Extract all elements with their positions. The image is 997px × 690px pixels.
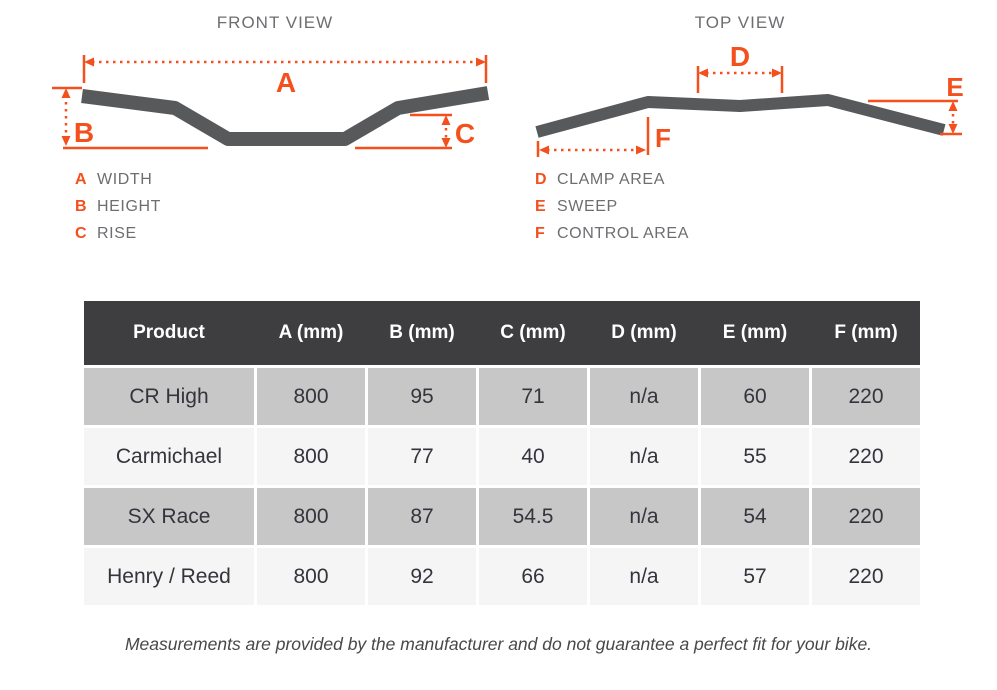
product-name: SX Race bbox=[84, 488, 254, 545]
dim-c-label: C bbox=[455, 118, 475, 149]
value-d: n/a bbox=[590, 428, 698, 485]
value-a: 800 bbox=[257, 368, 365, 425]
legend-key-c: C bbox=[75, 225, 87, 242]
dim-c-rise: C bbox=[355, 113, 475, 150]
front-view-legend: A WIDTH B HEIGHT C RISE bbox=[75, 171, 161, 252]
dim-a-label: A bbox=[276, 67, 296, 98]
dim-b-height: B bbox=[52, 86, 208, 150]
table-row: Henry / Reed 800 92 66 n/a 57 220 bbox=[84, 548, 920, 605]
dim-e-sweep: E bbox=[868, 72, 964, 136]
table-row: SX Race 800 87 54.5 n/a 54 220 bbox=[84, 488, 920, 545]
spec-table: Product A (mm) B (mm) C (mm) D (mm) E (m… bbox=[84, 301, 920, 605]
product-name: CR High bbox=[84, 368, 254, 425]
legend-item-sweep: E SWEEP bbox=[535, 198, 689, 225]
col-header-e: E (mm) bbox=[722, 322, 788, 343]
product-name: Carmichael bbox=[84, 428, 254, 485]
legend-label-height: HEIGHT bbox=[97, 198, 162, 215]
legend-item-height: B HEIGHT bbox=[75, 198, 161, 225]
dim-d-clamp-area: D bbox=[696, 41, 784, 93]
value-b: 77 bbox=[368, 428, 476, 485]
table-header-row: Product A (mm) B (mm) C (mm) D (mm) E (m… bbox=[84, 301, 920, 365]
footnote-text: Measurements are provided by the manufac… bbox=[124, 634, 873, 654]
legend-label-rise: RISE bbox=[97, 225, 137, 242]
value-f: 220 bbox=[812, 488, 920, 545]
value-f: 220 bbox=[812, 368, 920, 425]
value-b: 87 bbox=[368, 488, 476, 545]
product-name: Henry / Reed bbox=[84, 548, 254, 605]
dim-b-label: B bbox=[74, 117, 94, 148]
value-b: 95 bbox=[368, 368, 476, 425]
legend-key-e: E bbox=[535, 198, 546, 215]
value-d: n/a bbox=[590, 488, 698, 545]
legend-key-b: B bbox=[75, 198, 87, 215]
legend-item-control-area: F CONTROL AREA bbox=[535, 225, 689, 252]
legend-key-a: A bbox=[75, 171, 87, 188]
handlebar-front-shape bbox=[81, 86, 490, 146]
legend-label-sweep: SWEEP bbox=[557, 198, 618, 215]
value-e: 54 bbox=[701, 488, 809, 545]
dim-a-width: A bbox=[82, 55, 488, 98]
value-d: n/a bbox=[590, 368, 698, 425]
col-header-b: B (mm) bbox=[389, 322, 455, 343]
col-header-f: F (mm) bbox=[834, 322, 898, 343]
value-a: 800 bbox=[257, 488, 365, 545]
front-view-title: FRONT VIEW bbox=[216, 13, 334, 32]
value-c: 66 bbox=[479, 548, 587, 605]
front-view-diagram: FRONT VIEW A B C bbox=[50, 8, 500, 258]
legend-label-width: WIDTH bbox=[97, 171, 153, 188]
top-view-diagram: TOP VIEW D E F bbox=[505, 8, 975, 258]
top-view-drawing: D E F bbox=[535, 41, 964, 157]
value-a: 800 bbox=[257, 548, 365, 605]
legend-key-d: D bbox=[535, 171, 547, 188]
legend-label-control-area: CONTROL AREA bbox=[557, 225, 689, 242]
legend-item-width: A WIDTH bbox=[75, 171, 161, 198]
front-view-drawing: A B C bbox=[52, 55, 490, 150]
top-view-title: TOP VIEW bbox=[694, 13, 786, 32]
value-e: 57 bbox=[701, 548, 809, 605]
legend-key-f: F bbox=[535, 225, 545, 242]
col-header-a: A (mm) bbox=[278, 322, 344, 343]
table-row: Carmichael 800 77 40 n/a 55 220 bbox=[84, 428, 920, 485]
top-view-legend: D CLAMP AREA E SWEEP F CONTROL AREA bbox=[535, 171, 689, 252]
dim-f-label: F bbox=[655, 123, 671, 153]
value-e: 55 bbox=[701, 428, 809, 485]
col-header-product: Product bbox=[133, 322, 205, 343]
value-c: 54.5 bbox=[479, 488, 587, 545]
legend-item-rise: C RISE bbox=[75, 225, 161, 252]
legend-item-clamp-area: D CLAMP AREA bbox=[535, 171, 689, 198]
value-f: 220 bbox=[812, 428, 920, 485]
dim-f-control-area: F bbox=[536, 117, 671, 157]
col-header-d: D (mm) bbox=[611, 322, 677, 343]
value-c: 71 bbox=[479, 368, 587, 425]
value-e: 60 bbox=[701, 368, 809, 425]
value-f: 220 bbox=[812, 548, 920, 605]
dim-d-label: D bbox=[730, 41, 750, 72]
value-a: 800 bbox=[257, 428, 365, 485]
handlebar-top-shape bbox=[535, 94, 946, 138]
col-header-c: C (mm) bbox=[500, 322, 566, 343]
table-row: CR High 800 95 71 n/a 60 220 bbox=[84, 368, 920, 425]
value-d: n/a bbox=[590, 548, 698, 605]
dim-e-label: E bbox=[946, 72, 963, 102]
legend-label-clamp-area: CLAMP AREA bbox=[557, 171, 665, 188]
value-b: 92 bbox=[368, 548, 476, 605]
value-c: 40 bbox=[479, 428, 587, 485]
